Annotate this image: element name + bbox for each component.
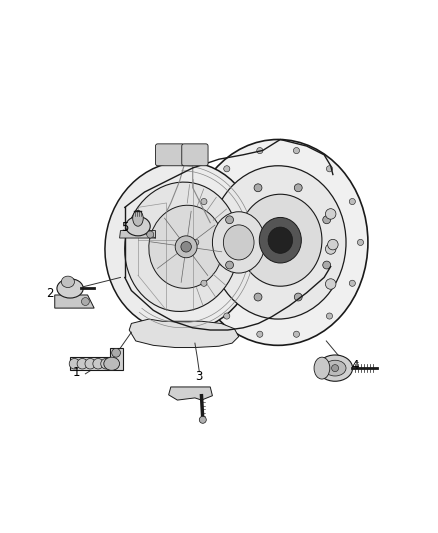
Text: 3: 3 xyxy=(196,370,203,383)
Ellipse shape xyxy=(61,276,74,287)
Polygon shape xyxy=(169,387,212,400)
Ellipse shape xyxy=(57,279,83,298)
Circle shape xyxy=(257,331,263,337)
Polygon shape xyxy=(120,231,155,238)
Ellipse shape xyxy=(104,357,120,370)
Polygon shape xyxy=(129,319,239,348)
Circle shape xyxy=(257,148,263,154)
Circle shape xyxy=(69,359,80,369)
Circle shape xyxy=(175,236,197,258)
FancyBboxPatch shape xyxy=(182,144,208,166)
Ellipse shape xyxy=(210,166,346,319)
Ellipse shape xyxy=(268,227,293,253)
Circle shape xyxy=(85,359,95,369)
Polygon shape xyxy=(70,349,123,370)
Circle shape xyxy=(326,313,332,319)
Circle shape xyxy=(293,148,300,154)
Circle shape xyxy=(112,349,120,357)
Ellipse shape xyxy=(324,360,346,376)
Circle shape xyxy=(226,216,233,224)
Ellipse shape xyxy=(314,357,330,379)
Circle shape xyxy=(328,239,338,250)
Circle shape xyxy=(323,261,331,269)
Circle shape xyxy=(226,261,233,269)
Ellipse shape xyxy=(125,182,239,311)
Circle shape xyxy=(294,293,302,301)
Ellipse shape xyxy=(149,205,223,288)
Circle shape xyxy=(325,244,336,254)
Circle shape xyxy=(326,166,332,172)
Circle shape xyxy=(224,313,230,319)
Circle shape xyxy=(325,279,336,289)
Circle shape xyxy=(294,184,302,192)
Circle shape xyxy=(201,280,207,286)
Circle shape xyxy=(93,359,103,369)
Ellipse shape xyxy=(318,355,353,381)
Circle shape xyxy=(77,359,88,369)
Circle shape xyxy=(147,231,154,238)
Circle shape xyxy=(349,198,355,205)
Circle shape xyxy=(323,216,331,224)
Circle shape xyxy=(193,239,199,246)
Polygon shape xyxy=(55,295,94,308)
Circle shape xyxy=(224,166,230,172)
FancyBboxPatch shape xyxy=(155,144,184,166)
Ellipse shape xyxy=(223,225,254,260)
Text: 5: 5 xyxy=(121,221,128,235)
Circle shape xyxy=(101,359,111,369)
Circle shape xyxy=(254,184,262,192)
Circle shape xyxy=(357,239,364,246)
Circle shape xyxy=(201,198,207,205)
Circle shape xyxy=(254,293,262,301)
Circle shape xyxy=(325,209,336,219)
Text: 2: 2 xyxy=(46,287,54,300)
Circle shape xyxy=(349,280,355,286)
Text: 1: 1 xyxy=(73,366,81,379)
Ellipse shape xyxy=(259,217,301,263)
Text: 4: 4 xyxy=(351,359,359,373)
Ellipse shape xyxy=(133,211,143,226)
Circle shape xyxy=(181,241,191,252)
Ellipse shape xyxy=(105,161,258,332)
Ellipse shape xyxy=(212,212,265,273)
Ellipse shape xyxy=(239,194,322,286)
Ellipse shape xyxy=(188,140,368,345)
Ellipse shape xyxy=(126,216,150,236)
Circle shape xyxy=(293,331,300,337)
Circle shape xyxy=(332,365,339,372)
Circle shape xyxy=(81,297,89,305)
Circle shape xyxy=(199,416,206,423)
